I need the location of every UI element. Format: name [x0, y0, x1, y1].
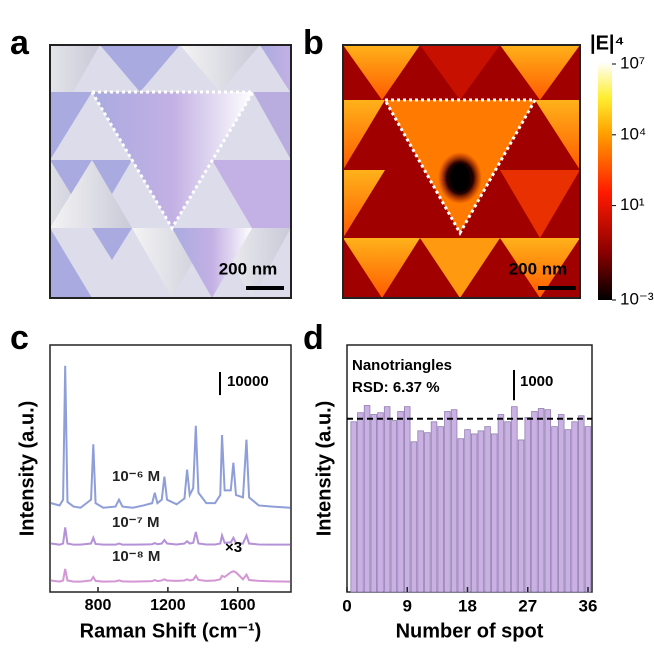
scale-bar-label: 200 nm [509, 259, 568, 278]
bar [417, 430, 424, 593]
series-label: 10⁻⁶ M [112, 468, 160, 485]
bar [430, 421, 438, 593]
bar [537, 408, 545, 593]
x-axis-label: Number of spot [396, 620, 544, 642]
bar [363, 405, 371, 593]
scale-bar-label: 10000 [227, 373, 269, 390]
bar [357, 412, 364, 593]
panel-label: c [10, 319, 29, 357]
bar [504, 421, 511, 593]
scale-bar-label: 200 nm [219, 259, 278, 278]
bar [464, 429, 471, 593]
colorbar-tick-label: 10⁻³ [620, 289, 654, 308]
bar [457, 438, 465, 593]
image-frame [49, 44, 292, 299]
x-tick-label: 1600 [220, 597, 256, 614]
bar [531, 411, 538, 593]
note: RSD: 6.37 % [352, 379, 440, 396]
x-tick-label: 18 [458, 596, 477, 615]
series-label: 10⁻⁷ M [112, 514, 159, 531]
panel-label: b [303, 24, 324, 62]
colorbar [598, 62, 612, 300]
bar [564, 429, 572, 593]
bar [350, 421, 357, 593]
bar [524, 417, 531, 593]
bar [517, 439, 525, 593]
x-axis-label: Raman Shift (cm⁻¹) [80, 620, 262, 642]
bar [491, 433, 498, 593]
bar [497, 414, 505, 593]
colorbar-tick-label: 10¹ [620, 195, 645, 214]
spectrum [50, 568, 291, 583]
dotted-triangle [89, 90, 256, 231]
bar [383, 406, 391, 593]
spectrum [50, 527, 291, 546]
x-tick-label: 800 [85, 597, 112, 614]
bar [551, 426, 558, 593]
bar [410, 441, 418, 593]
x-tick-label: 9 [403, 596, 412, 615]
colorbar-tick-label: 10⁷ [620, 53, 645, 72]
bar [397, 411, 404, 593]
series-label: 10⁻⁸ M [112, 548, 160, 565]
colorbar-title: |E|⁴ [590, 32, 624, 54]
bar [424, 432, 431, 593]
bar [437, 426, 444, 593]
field-map-image [343, 45, 580, 298]
bar [390, 420, 398, 593]
panel-label: d [303, 319, 324, 357]
bar [470, 433, 478, 593]
image-frame [342, 44, 581, 299]
dotted-triangle [382, 98, 538, 237]
y-axis-label: Intensity (a.u.) [313, 401, 335, 537]
bar [444, 411, 451, 593]
bar [404, 406, 411, 593]
bar [377, 412, 384, 593]
bar [544, 409, 552, 593]
bar [584, 426, 592, 593]
bar [557, 414, 565, 593]
bar [370, 414, 378, 593]
x-tick-label: 0 [342, 596, 351, 615]
spectrum [50, 365, 291, 509]
scale-bar-label: 1000 [520, 373, 553, 390]
axes-frame [49, 344, 292, 593]
bar [477, 430, 485, 593]
x-tick-label: 27 [518, 596, 537, 615]
annotation: ×3 [225, 539, 242, 556]
legend-title: Nanotriangles [352, 357, 452, 374]
panel-label: a [10, 24, 30, 62]
x-tick-label: 36 [579, 596, 598, 615]
colorbar-tick-label: 10⁴ [620, 124, 646, 143]
bar [578, 415, 585, 593]
bar [571, 421, 578, 593]
bar [450, 409, 458, 593]
bar [511, 406, 518, 593]
nanotriangle-array-image [50, 45, 291, 298]
x-tick-label: 1200 [150, 597, 186, 614]
bar [484, 426, 491, 593]
y-axis-label: Intensity (a.u.) [16, 401, 38, 537]
